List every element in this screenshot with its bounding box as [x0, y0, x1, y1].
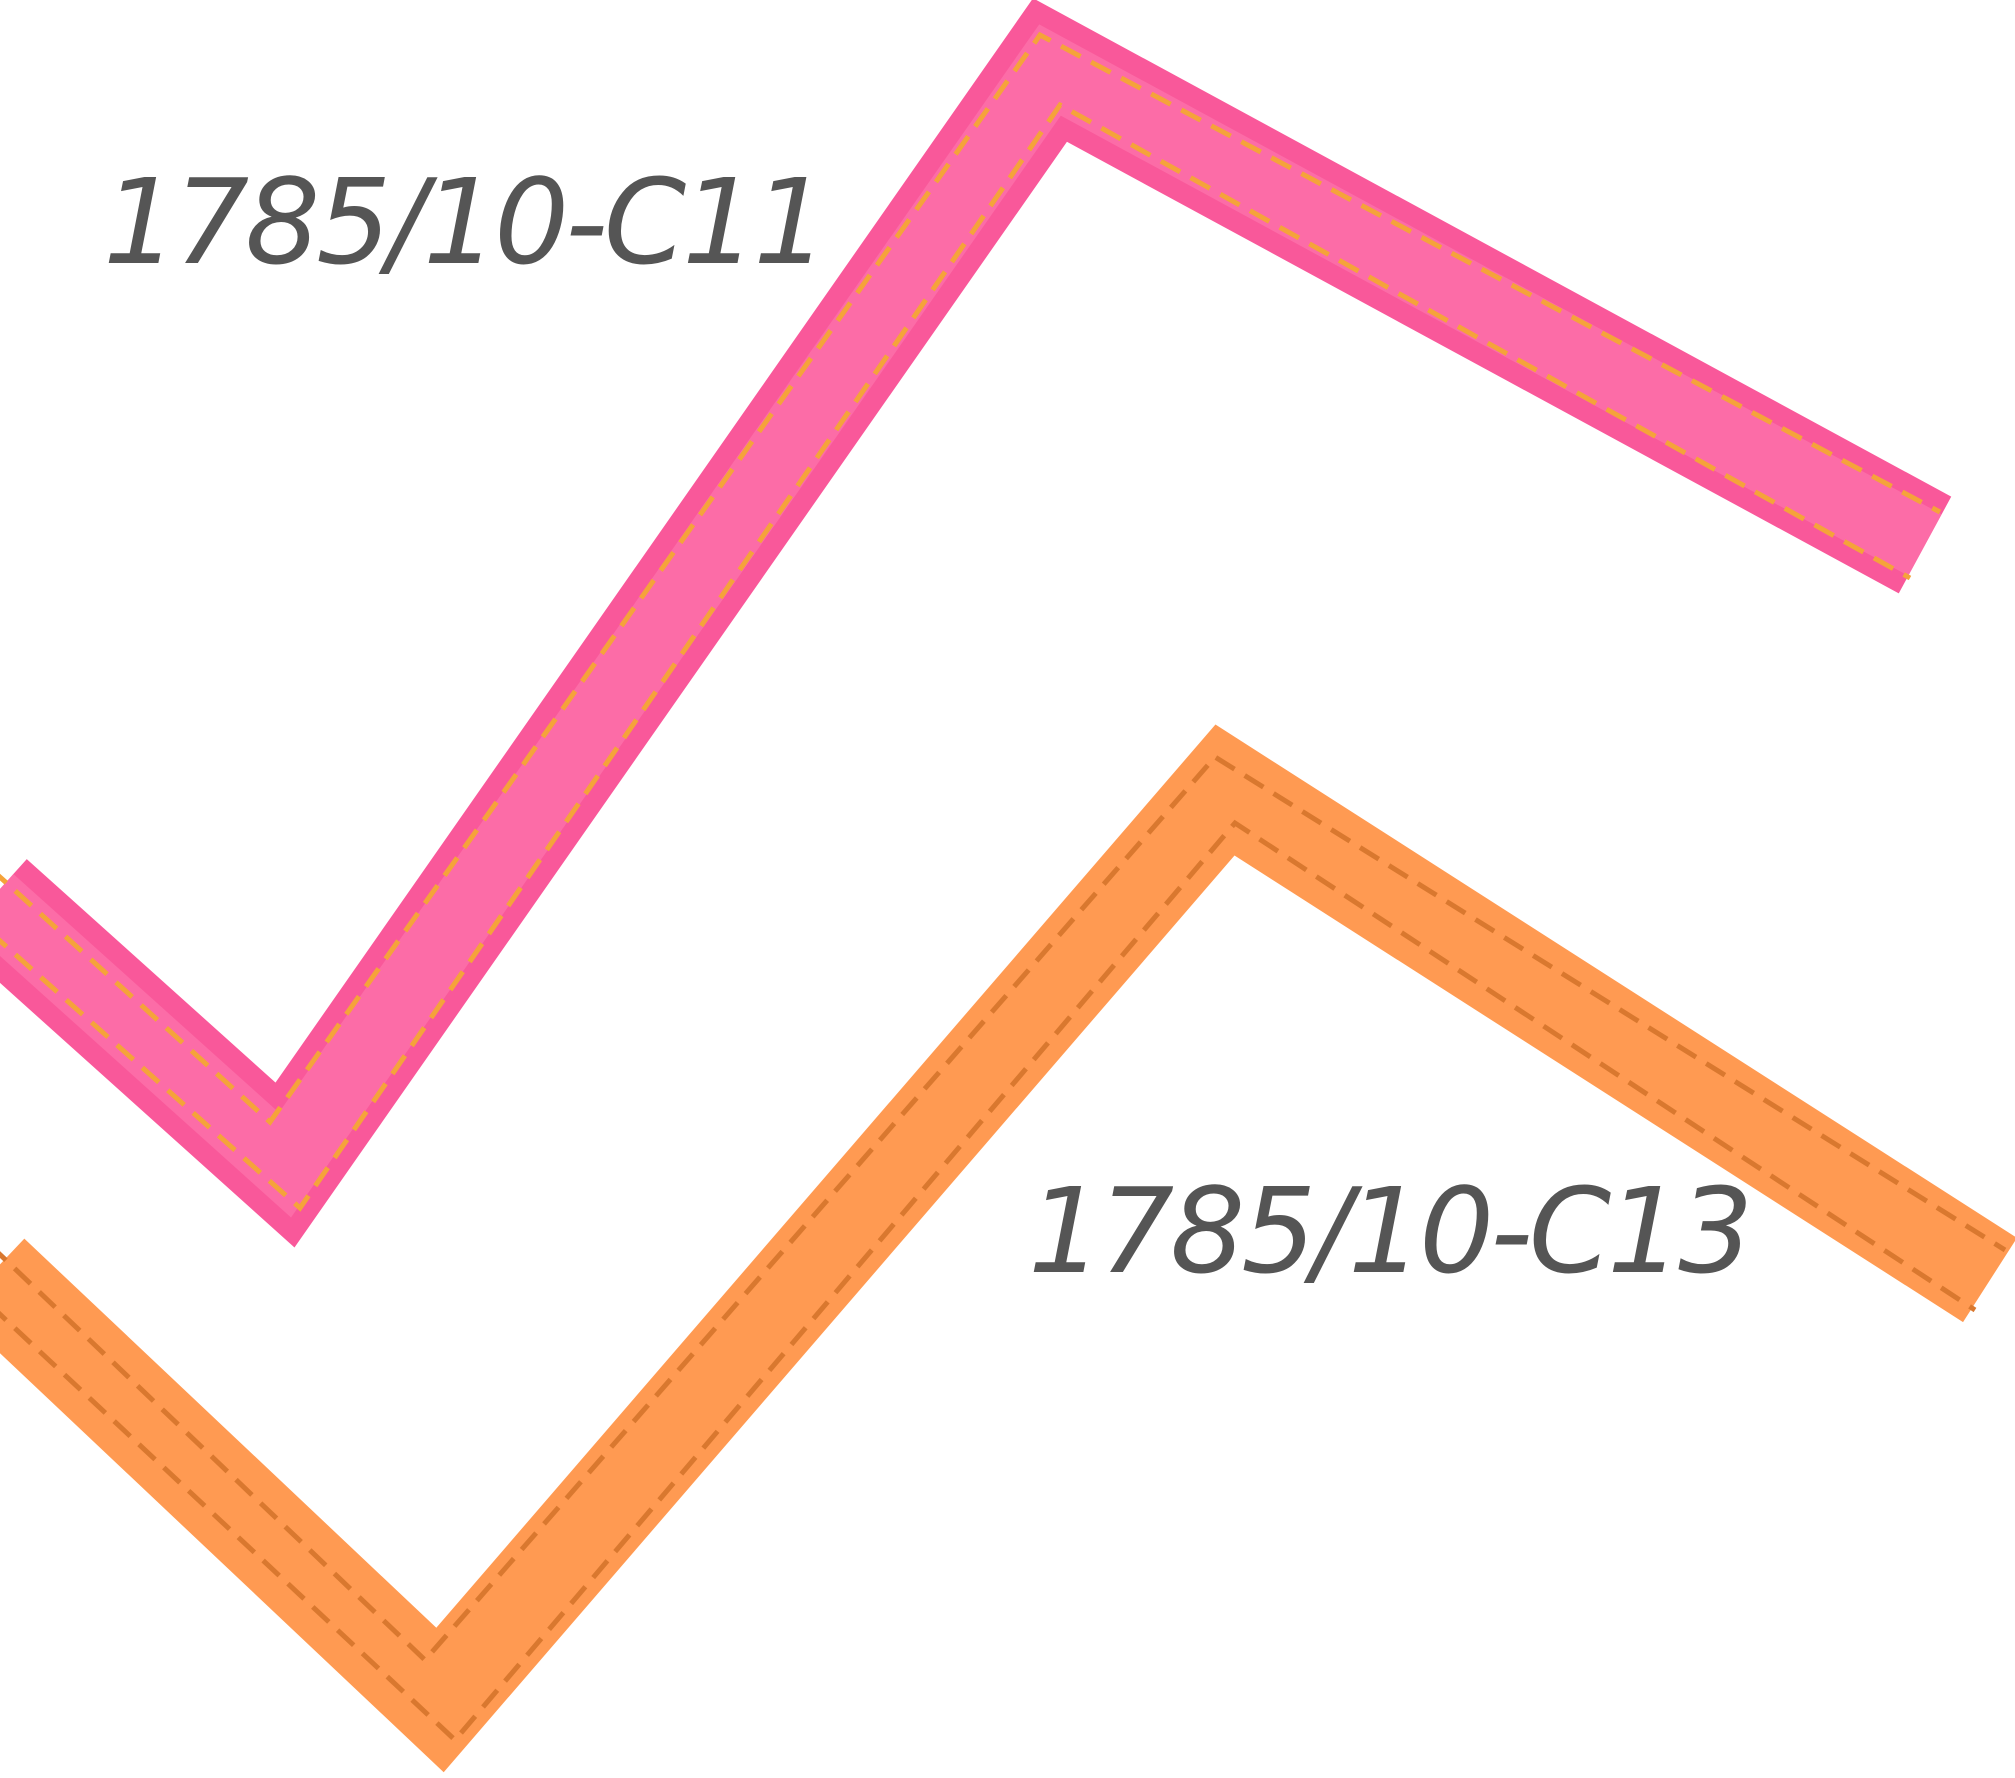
- product-image: 1785/10-C11 1785/10-C13: [0, 0, 2015, 1778]
- ribbon-code: 1785/10-C11: [103, 153, 824, 291]
- page: 1785/10-C11 1785/10-C13 (() => { const d…: [0, 0, 2015, 1778]
- ribbon-code: 1785/10-C13: [1028, 1162, 1749, 1300]
